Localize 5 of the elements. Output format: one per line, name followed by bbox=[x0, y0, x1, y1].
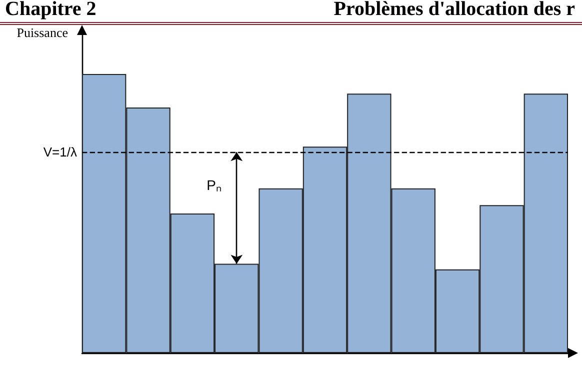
ref-line-label: V=1/λ bbox=[43, 144, 78, 160]
chart-title: Chapitre 2 bbox=[5, 0, 96, 20]
chart-subtitle: Problèmes d'allocation des r bbox=[334, 0, 576, 20]
y-axis-title: Puissance bbox=[16, 25, 68, 40]
annotation: Pₙ bbox=[206, 176, 222, 193]
